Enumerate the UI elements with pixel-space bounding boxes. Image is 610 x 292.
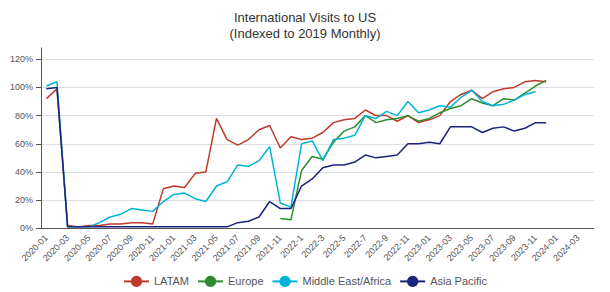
- svg-text:2021-03: 2021-03: [168, 232, 199, 264]
- svg-text:40%: 40%: [15, 167, 33, 177]
- svg-text:2020-05: 2020-05: [62, 232, 93, 264]
- svg-text:2023-01: 2023-01: [402, 232, 433, 264]
- svg-text:2021-07: 2021-07: [210, 232, 242, 264]
- svg-text:2022-1: 2022-1: [278, 233, 305, 260]
- svg-text:2023-09: 2023-09: [487, 232, 518, 264]
- svg-text:20%: 20%: [15, 195, 33, 205]
- svg-text:2021-05: 2021-05: [189, 232, 220, 264]
- svg-text:2022-9: 2022-9: [363, 232, 391, 260]
- svg-text:2024-01: 2024-01: [529, 232, 561, 264]
- svg-text:100%: 100%: [10, 82, 33, 92]
- svg-text:2024-03: 2024-03: [551, 233, 581, 263]
- svg-text:2023-03: 2023-03: [423, 232, 454, 264]
- svg-text:2021-01: 2021-01: [147, 232, 178, 264]
- svg-text:2022-11: 2022-11: [381, 232, 412, 263]
- svg-text:2022-5: 2022-5: [321, 233, 348, 260]
- svg-text:International Visits to US: International Visits to US: [234, 10, 376, 25]
- svg-text:60%: 60%: [15, 139, 33, 149]
- svg-text:LATAM: LATAM: [154, 275, 189, 287]
- svg-text:2020-09: 2020-09: [104, 232, 135, 264]
- svg-text:2022-7: 2022-7: [342, 233, 369, 260]
- svg-text:2021-11: 2021-11: [254, 233, 284, 263]
- svg-text:2023-05: 2023-05: [444, 232, 476, 264]
- svg-text:0%: 0%: [20, 223, 33, 233]
- svg-text:Europe: Europe: [228, 275, 263, 287]
- svg-text:2020-07: 2020-07: [83, 232, 114, 264]
- svg-text:2020-11: 2020-11: [126, 232, 157, 263]
- svg-text:Middle East/Africa: Middle East/Africa: [303, 275, 393, 287]
- svg-text:80%: 80%: [15, 111, 33, 121]
- svg-text:2023-07: 2023-07: [466, 232, 497, 264]
- svg-text:2020-03: 2020-03: [40, 232, 72, 264]
- svg-text:2021-09: 2021-09: [232, 232, 263, 264]
- svg-text:2022-3: 2022-3: [300, 233, 327, 260]
- svg-text:Asia Pacific: Asia Pacific: [430, 275, 487, 287]
- svg-text:2020-01: 2020-01: [19, 232, 50, 264]
- svg-text:120%: 120%: [10, 54, 33, 64]
- svg-text:(Indexed to 2019 Monthly): (Indexed to 2019 Monthly): [229, 26, 380, 41]
- svg-text:2023-11: 2023-11: [509, 232, 539, 263]
